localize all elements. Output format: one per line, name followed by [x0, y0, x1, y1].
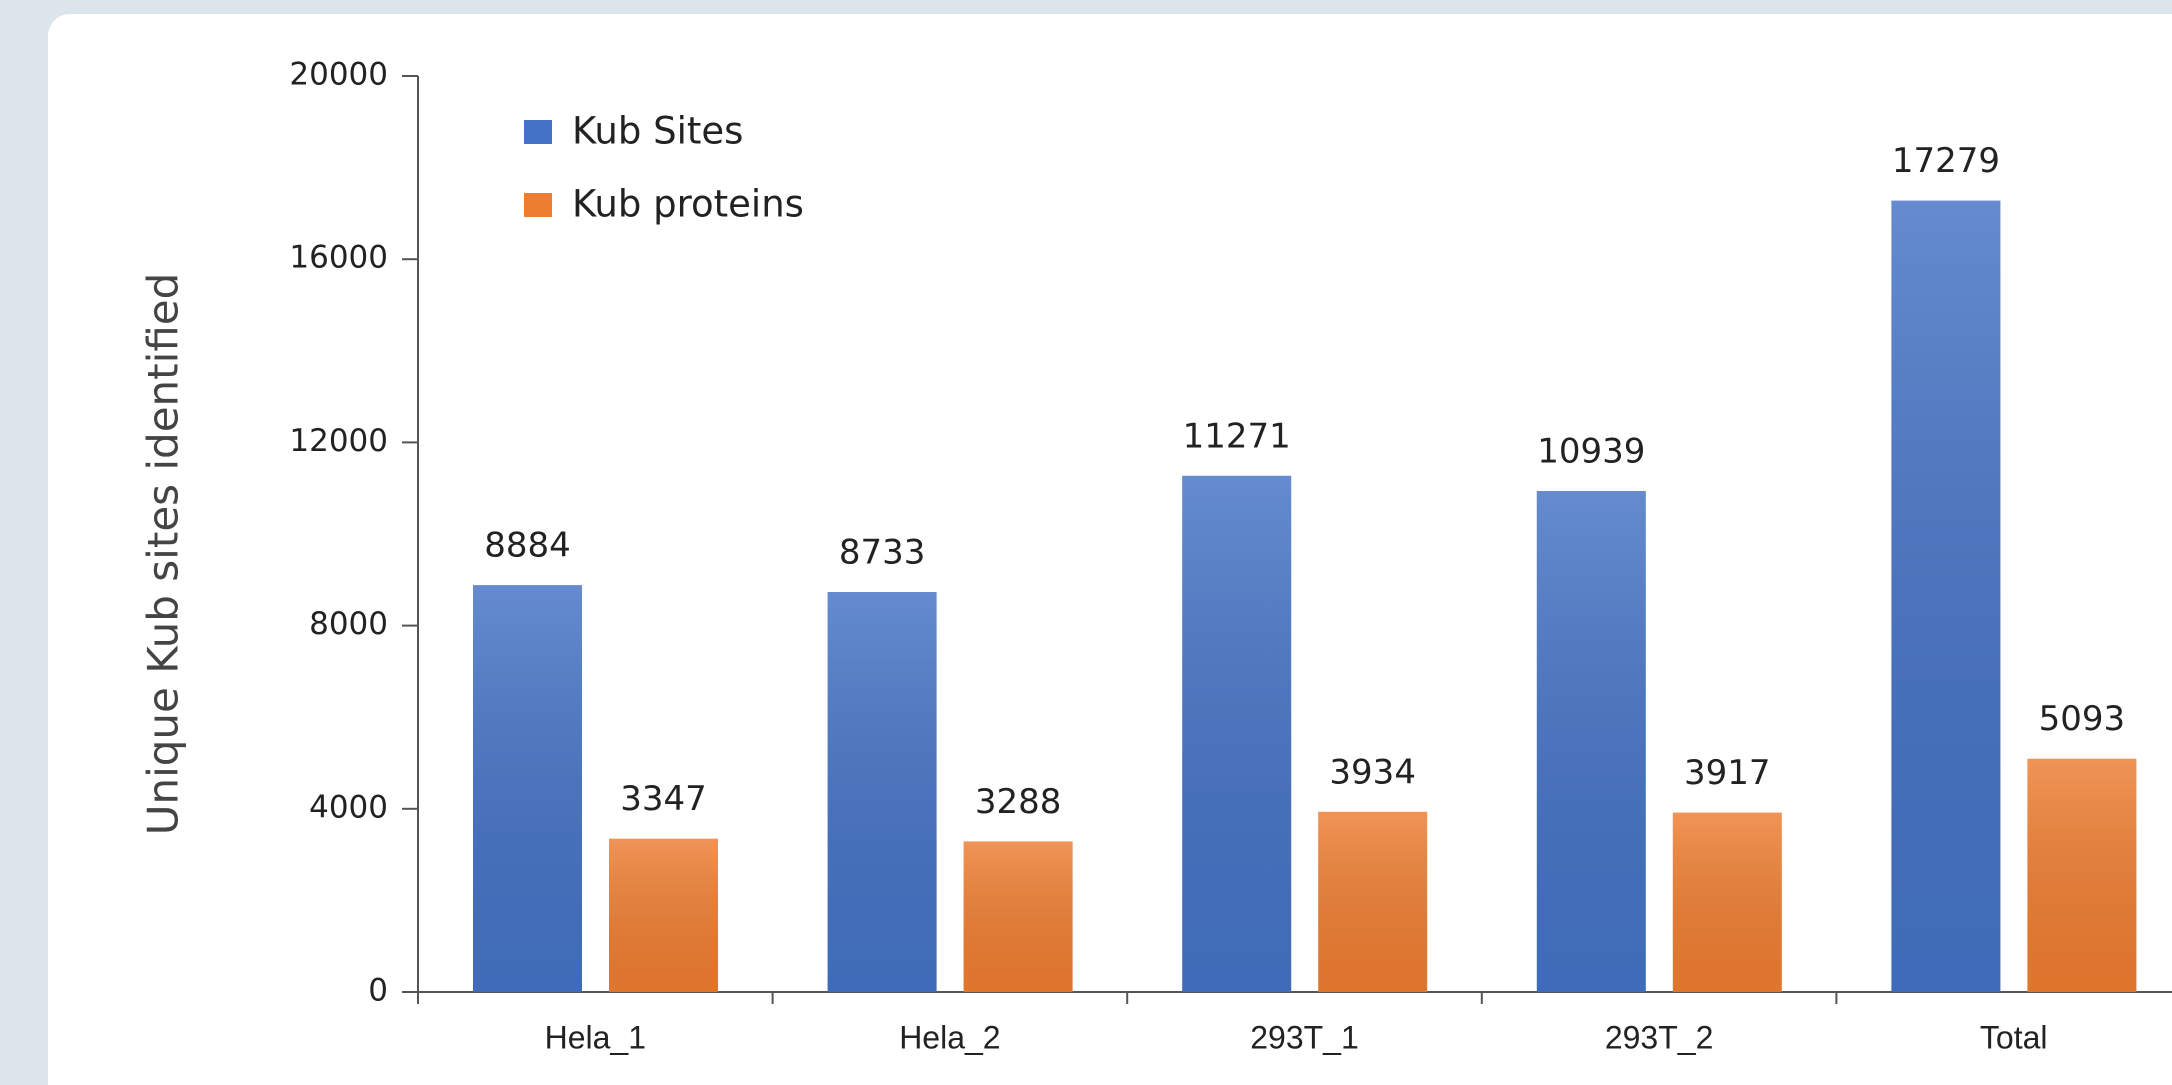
- bar-shine: [473, 585, 582, 992]
- x-tick-label: Hela_2: [899, 1019, 1000, 1055]
- y-tick-label: 0: [368, 973, 388, 1009]
- bar-shine: [827, 592, 937, 992]
- bar-shine: [2027, 758, 2137, 992]
- legend-swatch: [524, 120, 552, 144]
- data-label: 3917: [1684, 753, 1771, 793]
- x-tick-label: 293T_2: [1605, 1019, 1714, 1055]
- y-axis-title: Unique Kub sites identified: [139, 273, 188, 836]
- data-label: 17279: [1892, 141, 2000, 181]
- data-label: 5093: [2039, 699, 2126, 739]
- bar-shine: [963, 841, 1073, 992]
- data-label: 3288: [975, 782, 1062, 822]
- panel: [48, 14, 2172, 1085]
- x-tick-label: 293T_1: [1250, 1019, 1359, 1055]
- y-tick-label: 16000: [289, 240, 388, 276]
- data-label: 3347: [620, 779, 707, 819]
- data-label: 3934: [1329, 752, 1416, 792]
- legend-swatch: [524, 193, 552, 217]
- bar-shine: [609, 838, 718, 992]
- y-tick-label: 8000: [309, 606, 388, 642]
- y-tick-label: 12000: [289, 423, 388, 459]
- bar-shine: [1536, 490, 1646, 992]
- y-tick-label: 20000: [289, 57, 388, 93]
- y-tick-label: 4000: [309, 789, 388, 825]
- x-tick-label: Total: [1980, 1019, 2048, 1055]
- legend-label: Kub proteins: [572, 183, 804, 226]
- legend-label: Kub Sites: [572, 110, 743, 153]
- data-label: 10939: [1537, 431, 1645, 471]
- bar-shine: [1318, 811, 1428, 992]
- bar-shine: [1672, 812, 1782, 992]
- bar-shine: [1182, 475, 1292, 992]
- data-label: 11271: [1183, 416, 1291, 456]
- bar-shine: [1891, 200, 2001, 992]
- data-label: 8733: [839, 533, 926, 573]
- x-tick-label: Hela_1: [545, 1019, 646, 1055]
- data-label: 8884: [484, 526, 571, 566]
